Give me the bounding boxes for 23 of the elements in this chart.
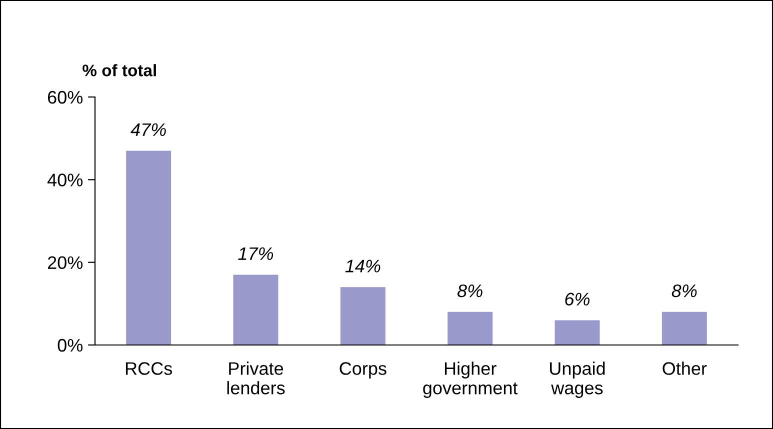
x-tick-label: Higher government: [423, 362, 518, 398]
bar: [448, 312, 493, 345]
x-tick-label: RCCs: [126, 362, 172, 375]
y-tick-label: 20%: [48, 256, 83, 270]
y-axis-title: % of total: [82, 64, 156, 76]
y-tick-label: 0%: [58, 338, 83, 352]
bar: [233, 274, 278, 345]
data-label: 14%: [345, 260, 380, 272]
data-label: 17%: [238, 247, 274, 260]
x-tick-label: Private lenders: [227, 362, 285, 394]
y-tick-label: 60%: [48, 90, 83, 104]
bar: [340, 287, 386, 345]
data-label: 8%: [672, 284, 697, 298]
x-tick-label: Corps: [340, 362, 386, 378]
data-label: 8%: [458, 284, 482, 298]
data-label: 6%: [565, 292, 590, 306]
bar: [126, 150, 172, 345]
bar: [662, 312, 707, 345]
bar: [554, 320, 600, 345]
x-tick-label: Other: [662, 362, 707, 375]
data-label: 47%: [130, 123, 166, 136]
x-tick-label: Unpaid wages: [550, 362, 605, 398]
y-tick-label: 40%: [47, 174, 83, 186]
